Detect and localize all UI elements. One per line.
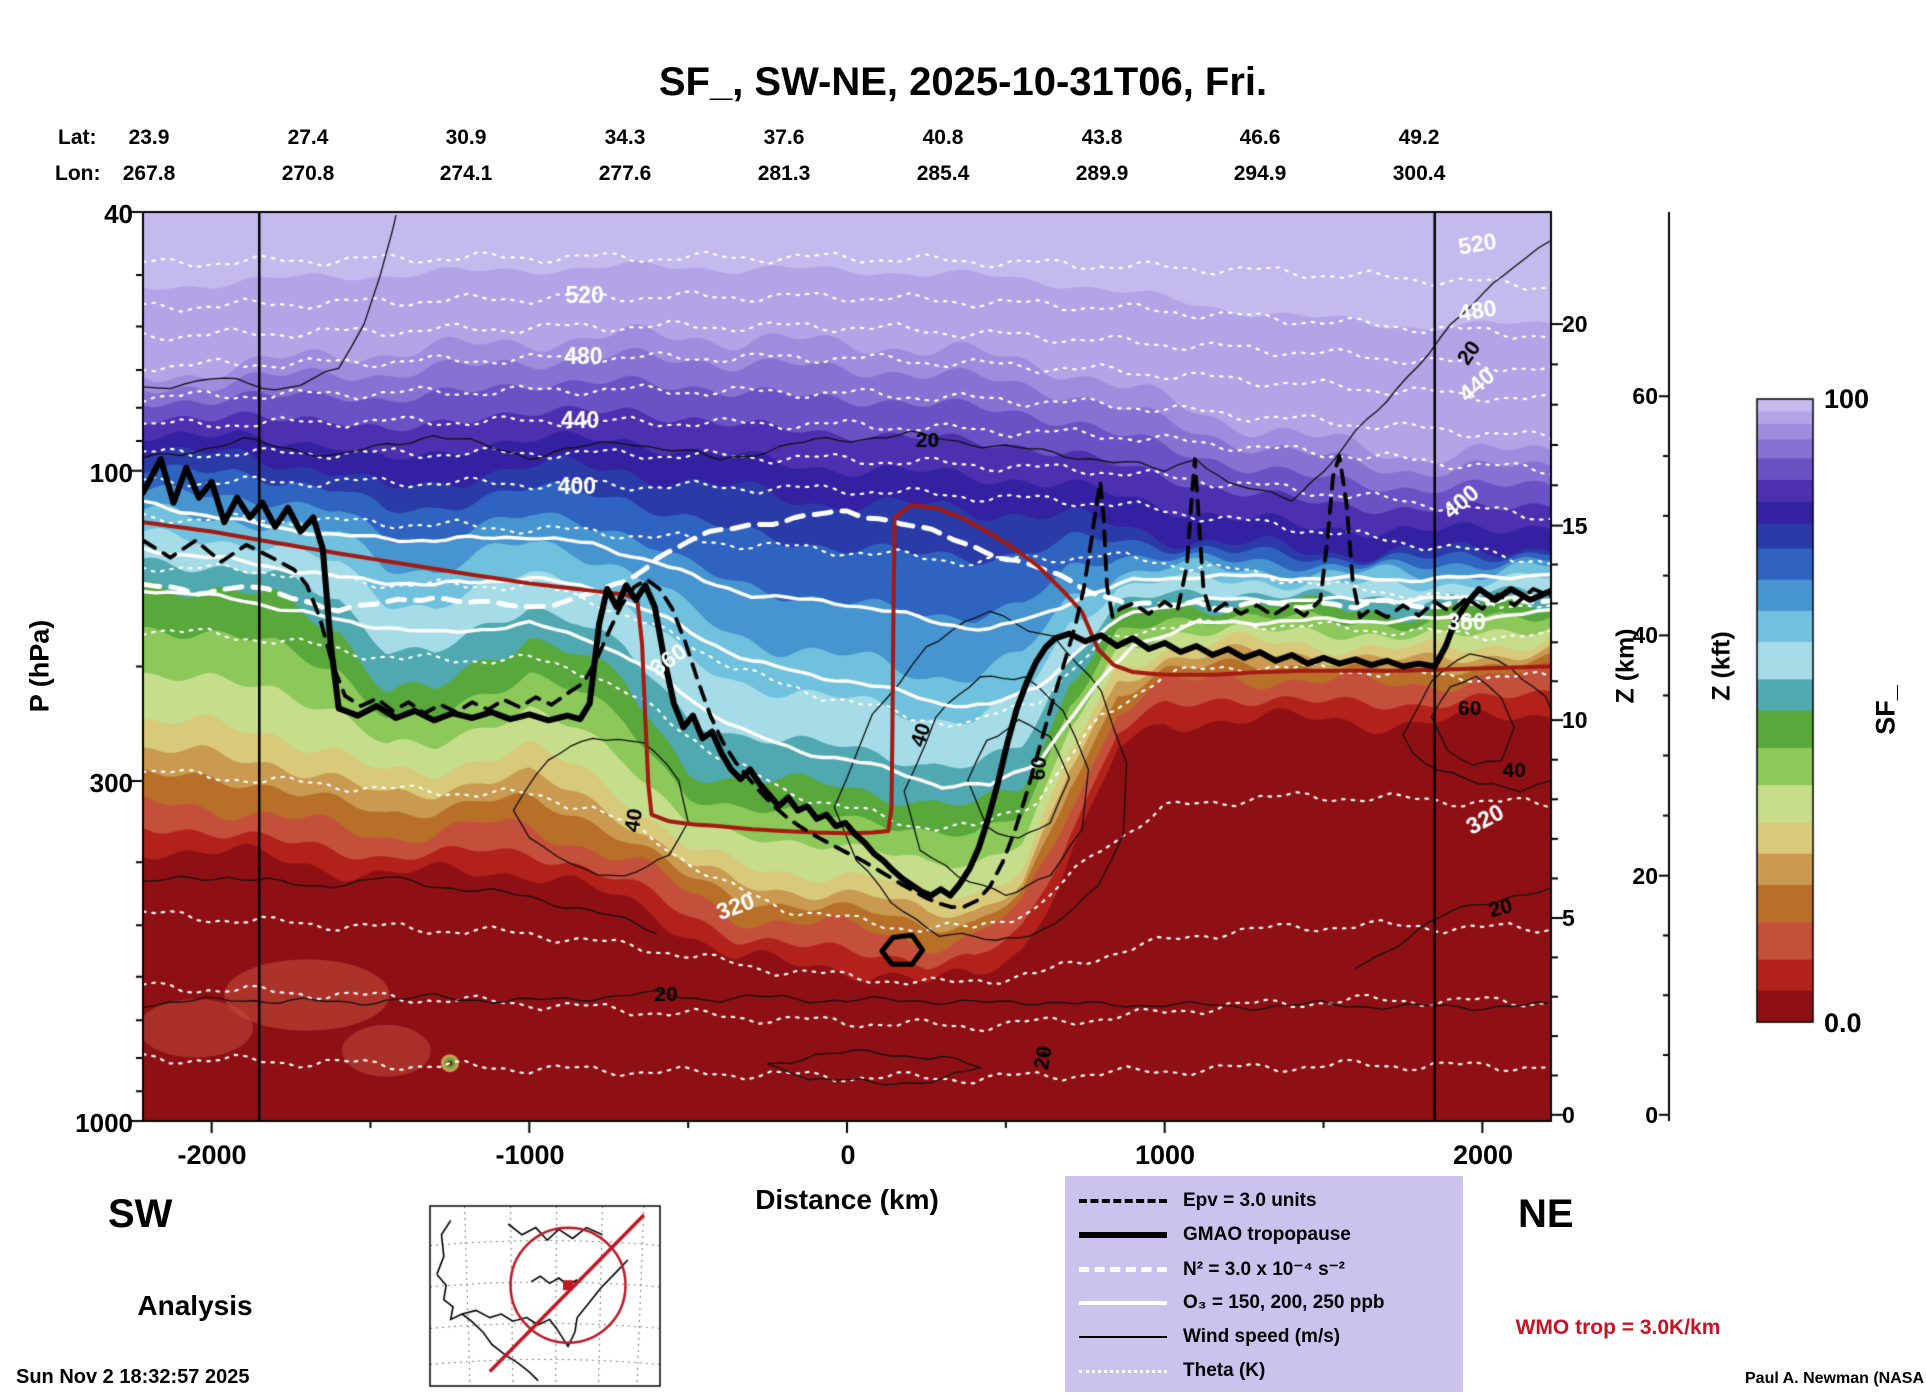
- zkm-tick: 20: [1562, 311, 1588, 337]
- legend-item-label: N² = 3.0 x 10⁻⁴ s⁻²: [1183, 1258, 1346, 1280]
- lat-value: 40.8: [922, 126, 964, 149]
- colorbar-max-label: 100: [1824, 384, 1870, 414]
- lon-value: 300.4: [1392, 162, 1446, 185]
- n2-line-sample: [1079, 1266, 1167, 1272]
- legend-item-label: Theta (K): [1183, 1360, 1266, 1381]
- lat-value: 37.6: [763, 126, 805, 149]
- zkm-tick: 15: [1562, 513, 1588, 539]
- lon-value: 270.8: [281, 162, 335, 185]
- legend-item-theta: Theta (K): [1065, 1354, 1463, 1388]
- colorbar-min-label: 0.0: [1824, 1008, 1862, 1038]
- page-title: SF_, SW-NE, 2025-10-31T06, Fri.: [658, 60, 1268, 104]
- o3-line-sample: [1079, 1301, 1167, 1305]
- zkm-tick: 10: [1562, 707, 1588, 733]
- p-axis-tick: 1000: [75, 1108, 133, 1138]
- lon-row-label: Lon:: [55, 162, 101, 185]
- zkft-tick: 60: [1632, 383, 1658, 409]
- lat-value: 30.9: [445, 126, 487, 149]
- legend-item-o3: O₃ = 150, 200, 250 ppb: [1065, 1286, 1463, 1320]
- zkft-tick: 40: [1632, 622, 1658, 648]
- zkft-axis-label: Z (kft): [1707, 631, 1736, 701]
- p-axis-tick: 40: [104, 199, 133, 229]
- lon-value: 289.9: [1075, 162, 1129, 185]
- lat-value: 46.6: [1239, 126, 1281, 149]
- legend-item-label: Epv = 3.0 units: [1183, 1190, 1317, 1211]
- lat-value: 34.3: [604, 126, 646, 149]
- x-axis-tick: -2000: [177, 1140, 247, 1170]
- zkft-tick: 0: [1645, 1102, 1658, 1128]
- lat-value: 49.2: [1398, 126, 1440, 149]
- x-axis-tick: 2000: [1452, 1140, 1514, 1170]
- gmao-tropopause-line-sample: [1079, 1232, 1167, 1238]
- lat-row-label: Lat:: [58, 126, 97, 149]
- generation-timestamp: Sun Nov 2 18:32:57 2025: [16, 1366, 250, 1388]
- x-axis-label: Distance (km): [755, 1184, 939, 1215]
- p-axis-tick: 300: [89, 768, 133, 798]
- zkft-tick: 20: [1632, 863, 1658, 889]
- lon-value: 285.4: [916, 162, 970, 185]
- author-credit: Paul A. Newman (NASA: [1745, 1370, 1924, 1387]
- lon-value: 267.8: [122, 162, 176, 185]
- legend-item-label: Wind speed (m/s): [1183, 1326, 1341, 1347]
- lon-value: 281.3: [757, 162, 811, 185]
- lat-value: 23.9: [128, 126, 170, 149]
- legend-item-label: O₃ = 150, 200, 250 ppb: [1183, 1292, 1385, 1313]
- x-axis-tick: 0: [840, 1140, 856, 1170]
- legend-item-gmao: GMAO tropopause: [1065, 1218, 1463, 1252]
- wind-line-sample: [1079, 1336, 1167, 1338]
- lat-value: 43.8: [1081, 126, 1123, 149]
- lon-value: 277.6: [598, 162, 652, 185]
- ne-corner-label: NE: [1518, 1192, 1574, 1236]
- x-axis-tick: 1000: [1134, 1140, 1196, 1170]
- p-axis-tick: 100: [89, 458, 133, 488]
- lon-value: 294.9: [1233, 162, 1287, 185]
- legend-item-label: GMAO tropopause: [1183, 1224, 1351, 1245]
- sw-corner-label: SW: [108, 1192, 173, 1236]
- lat-value: 27.4: [287, 126, 329, 149]
- legend-item-n2: N² = 3.0 x 10⁻⁴ s⁻²: [1065, 1252, 1463, 1286]
- epv-line-sample: [1079, 1199, 1167, 1203]
- zkm-tick: 5: [1562, 905, 1575, 931]
- zkm-tick: 0: [1562, 1102, 1575, 1128]
- legend: Epv = 3.0 units GMAO tropopause N² = 3.0…: [1065, 1176, 1463, 1392]
- analysis-label: Analysis: [137, 1290, 253, 1321]
- legend-item-wind: Wind speed (m/s): [1065, 1320, 1463, 1354]
- legend-item-epv: Epv = 3.0 units: [1065, 1184, 1463, 1218]
- colorbar-title: SF_: [1870, 685, 1901, 735]
- wmo-trop-note: WMO trop = 3.0K/km: [1515, 1316, 1721, 1339]
- lon-value: 274.1: [439, 162, 493, 185]
- theta-line-sample: [1079, 1369, 1167, 1373]
- p-axis-label: P (hPa): [24, 619, 55, 713]
- x-axis-tick: -1000: [495, 1140, 565, 1170]
